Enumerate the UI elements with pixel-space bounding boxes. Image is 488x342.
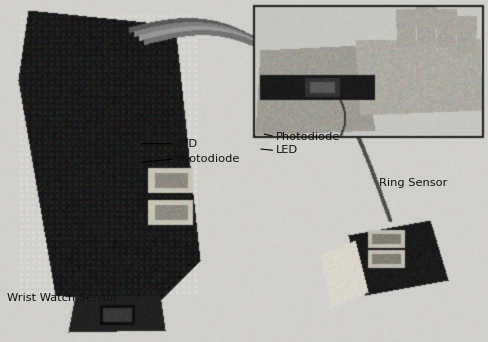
Text: Ring Sensor: Ring Sensor — [378, 178, 447, 188]
Text: LED: LED — [276, 145, 298, 156]
Text: Photodiode: Photodiode — [276, 132, 340, 142]
Text: Wrist Watch Sensor: Wrist Watch Sensor — [7, 292, 118, 303]
Text: LED: LED — [176, 139, 198, 149]
Text: Photodiode: Photodiode — [176, 154, 240, 164]
